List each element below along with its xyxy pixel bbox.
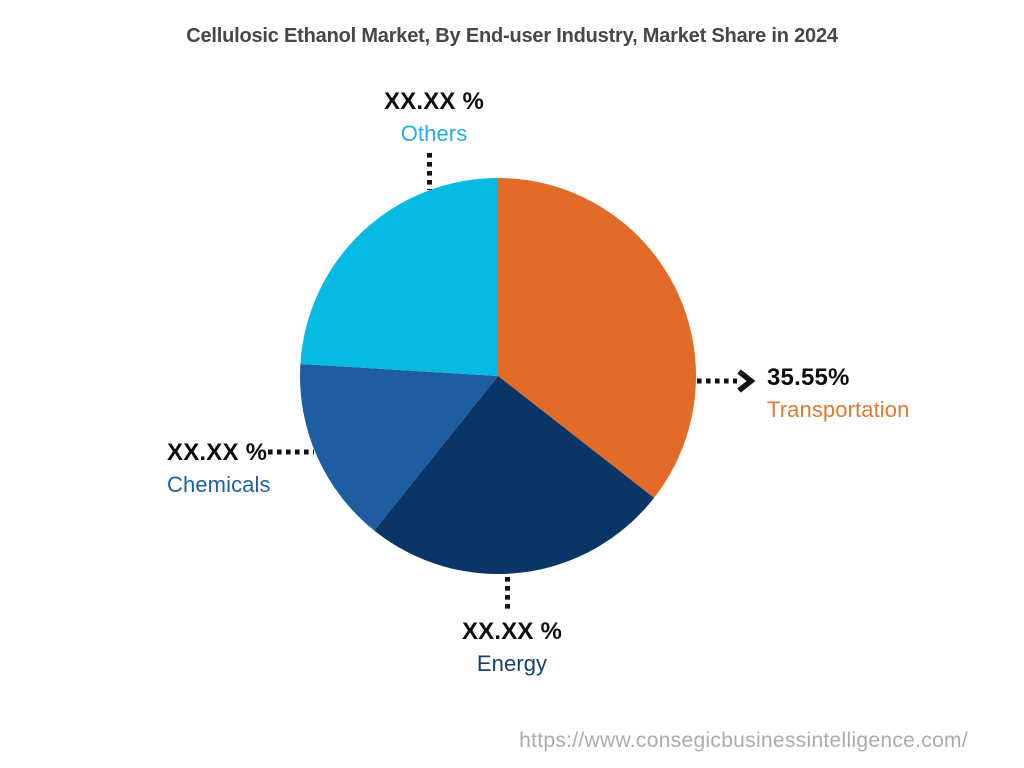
source-url-text: https://www.consegicbusinessintelligence… [519,729,968,752]
label-others-name: Others [400,121,468,146]
label-chemicals-value: XX.XX % [167,439,268,466]
label-others-value: XX.XX % [383,88,485,115]
label-transportation: 35.55% Transportation [767,366,1007,421]
pie-slices [300,178,697,575]
arrow-right-icon [737,369,756,393]
label-chemicals: XX.XX % Chemicals [167,441,367,496]
leader-lines [268,153,756,610]
label-others: XX.XX % Others [334,90,534,145]
pie-slice-transportation [498,178,697,498]
label-energy-name: Energy [476,651,548,676]
pie-slice-others [300,178,498,376]
chart-title: Cellulosic Ethanol Market, By End-user I… [186,25,838,47]
label-transportation-value: 35.55% [767,364,850,391]
pie-slice-energy [374,376,655,575]
label-energy-value: XX.XX % [461,618,563,645]
label-chemicals-name: Chemicals [167,472,271,497]
pie-slice-chemicals [300,363,498,531]
label-transportation-name: Transportation [767,397,910,422]
label-energy: XX.XX % Energy [412,620,612,675]
